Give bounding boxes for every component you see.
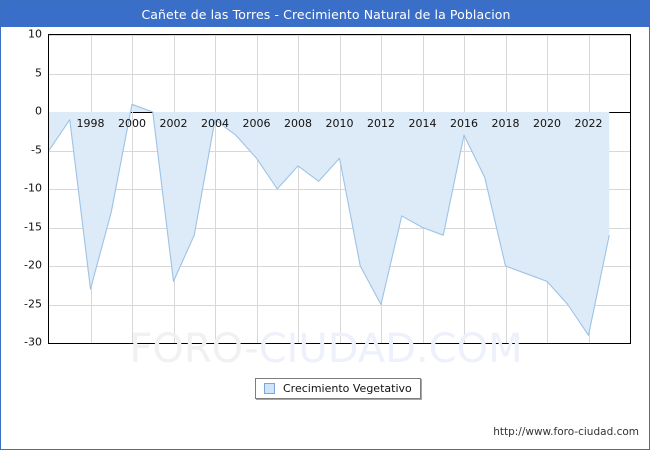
- gridline-vertical: [298, 35, 299, 343]
- source-url: http://www.foro-ciudad.com: [493, 426, 639, 438]
- y-axis-labels: 10 5 0 -5 -10 -15 -20 -25 -30: [1, 28, 42, 349]
- y-axis-tick-label: -30: [24, 335, 42, 349]
- y-axis-tick-label: 10: [28, 27, 42, 41]
- series-line: [49, 103, 610, 336]
- y-axis-tick-label: -25: [24, 297, 42, 310]
- legend-item-label: Crecimiento Vegetativo: [283, 382, 412, 395]
- chart-legend[interactable]: Crecimiento Vegetativo: [255, 378, 421, 399]
- y-axis-tick-label: -20: [24, 258, 42, 272]
- plot-area: [48, 34, 631, 344]
- y-axis-tick-label: -5: [31, 143, 42, 156]
- page-title: Cañete de las Torres - Crecimiento Natur…: [141, 6, 511, 22]
- gridline-vertical: [132, 35, 133, 343]
- window-title-bar: Cañete de las Torres - Crecimiento Natur…: [1, 1, 650, 27]
- series-crecimiento-vegetativo: [49, 103, 610, 336]
- gridline-vertical: [215, 35, 216, 343]
- y-axis-tick-label: -10: [24, 181, 42, 195]
- y-axis-tick-label: 0: [35, 104, 42, 118]
- y-axis-tick-label: 5: [35, 66, 42, 79]
- gridline-vertical: [339, 35, 341, 343]
- legend-swatch-icon: [264, 383, 275, 394]
- gridline-vertical: [464, 35, 465, 343]
- plot-frame: [48, 34, 631, 344]
- gridline-vertical: [256, 35, 258, 343]
- y-axis-tick-label: -15: [24, 220, 42, 233]
- series-area-fill: [49, 104, 610, 336]
- gridline-horizontal: [49, 343, 630, 344]
